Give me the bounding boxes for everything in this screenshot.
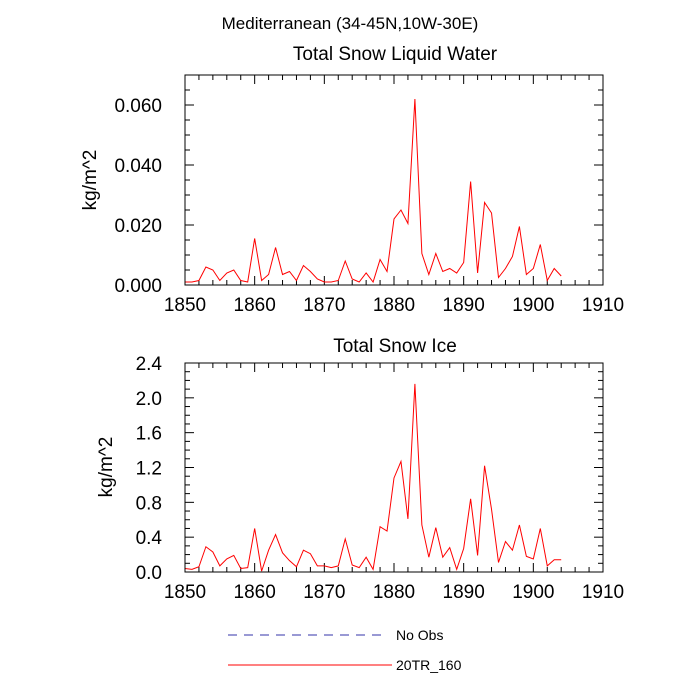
legend: No Obs 20TR_160 <box>228 627 462 673</box>
panel-2-ytick-label: 1.2 <box>136 459 162 480</box>
panel-1-series-20tr-160 <box>185 98 562 284</box>
panel-2-xtick-label: 1880 <box>373 582 415 603</box>
panel-2-xtick-label: 1870 <box>303 582 345 603</box>
panel-2-ytick-label: 0.8 <box>136 493 162 514</box>
panel-2-ytick-label: 0.0 <box>136 563 162 584</box>
panel-1-xtick-label: 1900 <box>512 295 554 316</box>
panel-1-ylabel: kg/m^2 <box>80 150 101 211</box>
figure-title: Mediterranean (34-45N,10W-30E) <box>222 14 479 33</box>
panel-1-ytick-label: 0.020 <box>114 216 162 237</box>
panel-1-xtick-label: 1910 <box>582 295 624 316</box>
panel-2-title: Total Snow Ice <box>333 336 457 357</box>
panel-1-plot-area <box>185 98 562 284</box>
panel-1-ytick-label: 0.060 <box>114 96 162 117</box>
panel-1-title: Total Snow Liquid Water <box>293 44 498 65</box>
panel-2-ticks <box>184 362 604 573</box>
panel-2-ytick-label: 1.6 <box>136 424 162 445</box>
panel-2-series-20tr-160 <box>184 383 562 572</box>
panel-1-xtick-label: 1870 <box>303 295 345 316</box>
panel-snow-ice: Total Snow Ice kg/m^2 1850 1860 1870 1880 18… <box>96 336 624 603</box>
panel-2-ytick-label: 0.4 <box>136 528 163 549</box>
panel-2-tick-labels: 1850 1860 1870 1880 1890 1900 1910 0.0 0.4 0.8 1.2… <box>136 354 625 603</box>
panel-2-plot-area <box>184 383 562 572</box>
panel-2-xtick-label: 1910 <box>582 582 624 603</box>
panel-2-ytick-label: 2.0 <box>136 389 162 410</box>
panel-2-ytick-label: 2.4 <box>136 354 163 375</box>
panel-1-ytick-label: 0.040 <box>114 156 162 177</box>
panel-1-tick-labels: 1850 1860 1870 1880 1890 1900 1910 0.000 0.020 0.… <box>114 96 624 316</box>
panel-2-xtick-label: 1890 <box>443 582 485 603</box>
panel-1-xtick-label: 1890 <box>443 295 485 316</box>
panel-2-xtick-label: 1860 <box>234 582 276 603</box>
legend-20tr-160-label: 20TR_160 <box>396 657 462 673</box>
panel-2-xtick-label: 1850 <box>164 582 206 603</box>
panel-1-ytick-label: 0.000 <box>114 276 162 297</box>
panel-1-frame <box>184 74 604 286</box>
panel-1-xtick-label: 1880 <box>373 295 415 316</box>
panel-2-ylabel: kg/m^2 <box>96 437 117 498</box>
panel-1-xtick-label: 1850 <box>164 295 206 316</box>
legend-no-obs-label: No Obs <box>396 627 443 643</box>
panel-2-frame <box>184 362 604 573</box>
panel-snow-liquid-water: Total Snow Liquid Water kg/m^2 1850 1860 1… <box>80 44 624 316</box>
panel-1-ticks <box>184 74 604 286</box>
panel-2-xtick-label: 1900 <box>512 582 554 603</box>
panel-1-xtick-label: 1860 <box>234 295 276 316</box>
